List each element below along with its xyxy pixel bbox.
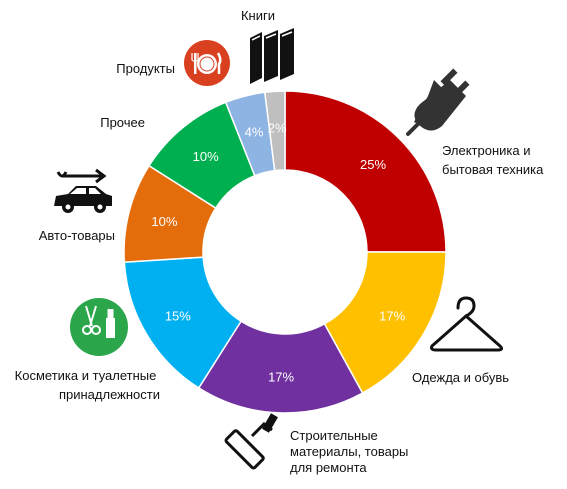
label-odezhda: Одежда и обувь (412, 370, 509, 385)
percent-label-1: 17% (379, 308, 405, 323)
books-icon (250, 28, 294, 84)
label-elektronika-line1: Электроника и (442, 143, 531, 158)
car-wrench-icon (54, 168, 112, 213)
percent-label-3: 15% (165, 308, 191, 323)
donut-slice-1 (323, 251, 447, 395)
label-kosmetika-line2: принадлежности (59, 387, 160, 402)
label-avto: Авто-товары (39, 228, 115, 243)
label-kosmetika: Косметика и туалетные принадлежности (15, 368, 160, 402)
label-produkty: Продукты (116, 61, 175, 76)
hanger-icon (430, 296, 504, 352)
label-elektronika: Электроника и бытовая техника (442, 143, 544, 177)
label-stroitelnye-line3: для ремонта (290, 460, 367, 475)
percent-labels: 25% 17% 17% 15% 10% 10% 4% 2% (151, 121, 405, 385)
label-knigi: Книги (241, 8, 275, 23)
label-stroitelnye-line2: материалы, товары (290, 444, 408, 459)
paint-roller-icon (224, 413, 278, 470)
label-stroitelnye-line1: Строительные (290, 428, 378, 443)
donut-slices (123, 90, 447, 414)
donut-slice-0 (284, 90, 447, 253)
percent-label-2: 17% (268, 369, 294, 384)
food-plate-icon (184, 40, 230, 86)
label-stroitelnye: Строительные материалы, товары для ремон… (290, 428, 412, 475)
percent-label-5: 10% (193, 149, 219, 164)
plug-icon (406, 68, 470, 136)
cosmetics-icon (70, 298, 128, 356)
label-elektronika-line2: бытовая техника (442, 162, 544, 177)
percent-label-4: 10% (151, 214, 177, 229)
donut-slice-7 (263, 90, 286, 172)
percent-label-0: 25% (360, 157, 386, 172)
label-prochee: Прочее (100, 115, 145, 130)
percent-label-7: 2% (268, 121, 287, 136)
label-kosmetika-line1: Косметика и туалетные (15, 368, 157, 383)
donut-slice-2 (197, 320, 364, 414)
percent-label-6: 4% (245, 124, 264, 139)
